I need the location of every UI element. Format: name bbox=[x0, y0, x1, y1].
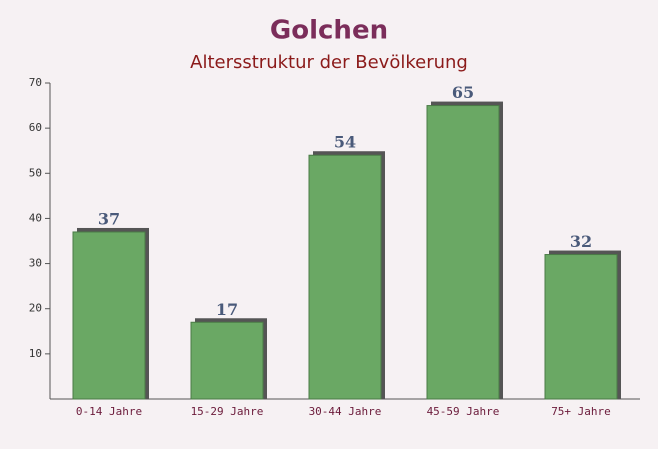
y-tick-label: 20 bbox=[29, 302, 42, 315]
bar bbox=[544, 254, 618, 400]
bar bbox=[308, 154, 382, 400]
bar bbox=[72, 231, 146, 400]
y-tick-label: 50 bbox=[29, 166, 42, 179]
chart-subtitle: Altersstruktur der Bevölkerung bbox=[190, 52, 468, 73]
y-tick-label: 10 bbox=[29, 347, 42, 360]
x-tick-label: 30-44 Jahre bbox=[309, 405, 382, 418]
bar bbox=[426, 105, 500, 400]
value-label: 54 bbox=[334, 133, 356, 152]
bar bbox=[190, 321, 264, 400]
chart-title: Golchen bbox=[270, 16, 388, 46]
x-tick-label: 75+ Jahre bbox=[551, 405, 611, 418]
x-tick-label: 45-59 Jahre bbox=[427, 405, 500, 418]
y-tick-label: 30 bbox=[29, 257, 42, 270]
y-tick-label: 70 bbox=[29, 76, 42, 89]
y-tick-label: 40 bbox=[29, 211, 42, 224]
y-tick-label: 60 bbox=[29, 121, 42, 134]
x-tick-label: 0-14 Jahre bbox=[76, 405, 142, 418]
x-tick-label: 15-29 Jahre bbox=[191, 405, 264, 418]
value-label: 17 bbox=[216, 300, 238, 319]
value-label: 37 bbox=[98, 209, 120, 228]
value-label: 65 bbox=[452, 83, 474, 102]
value-label: 32 bbox=[570, 232, 592, 251]
